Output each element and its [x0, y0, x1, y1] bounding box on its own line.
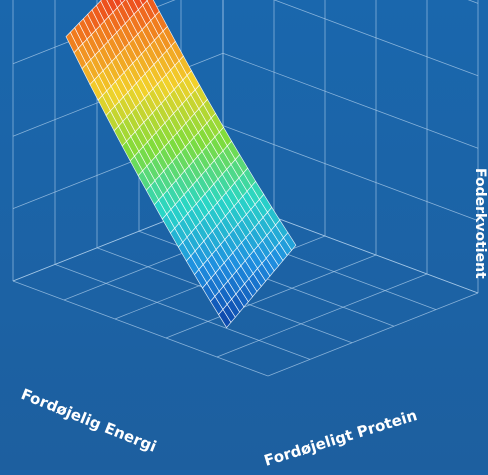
floor-grid-line — [165, 254, 377, 339]
surface-cell — [218, 308, 232, 329]
left-wall-grid-line — [273, 0, 479, 77]
floor-grid-line — [12, 280, 269, 377]
z-axis-label: Foderkvotient — [472, 168, 488, 279]
left-wall-grid-line — [222, 125, 479, 221]
floor-grid-line — [267, 292, 479, 377]
floor-grid-line — [54, 264, 311, 360]
left-wall-grid-line — [222, 52, 479, 149]
floor-grid-line — [216, 273, 428, 358]
surface-mesh — [65, 0, 297, 329]
